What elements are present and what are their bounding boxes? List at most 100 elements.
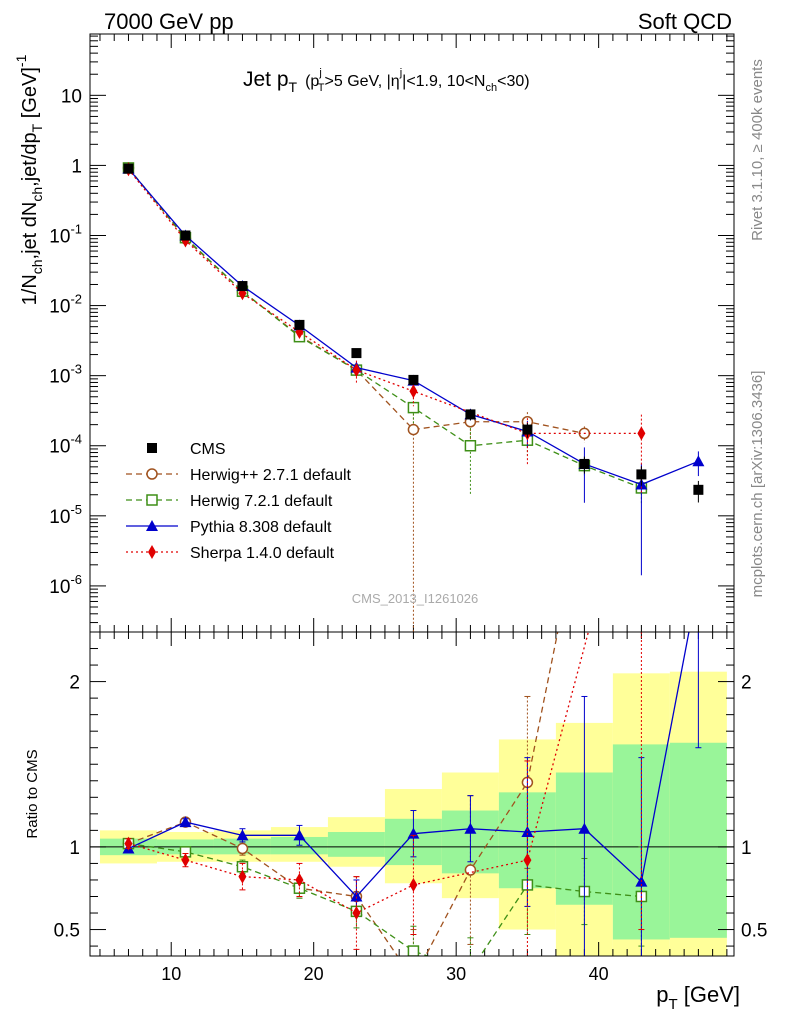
y-title-p3: ,jet/dp (19, 132, 41, 186)
main-marker (692, 455, 705, 467)
legend-marker (146, 520, 158, 531)
plot-title: Jet pT (pj T>5 GeV, |ηj|<1.9, 10<Nch<30) (243, 67, 530, 95)
y-title-s1: ch (29, 259, 45, 274)
data-marker (123, 163, 134, 174)
ratio-marker (523, 853, 532, 868)
series-main-line (127, 168, 642, 435)
y-tick-label-base: 10 (49, 367, 70, 388)
main-marker (637, 426, 646, 441)
series-main-line (127, 168, 699, 486)
legend-entry: Herwig 7.2.1 default (126, 493, 333, 510)
data-marker (294, 319, 305, 330)
y-title-p1: 1/N (19, 274, 41, 305)
ratio-band-green (327, 832, 385, 857)
ratio-marker (352, 906, 361, 921)
ratio-marker (124, 836, 133, 851)
energy-label: 7000 GeV pp (104, 9, 234, 34)
ratio-marker (238, 869, 247, 884)
ratio-marker (578, 822, 591, 834)
y-tick-label-exp: -4 (70, 432, 82, 447)
plot-title-cut-2-sup: j (399, 67, 402, 79)
ratio-y-tick-labels: 0.5 0.5 1 1 2 2 (54, 673, 768, 942)
x-tick-label: 30 (446, 964, 466, 984)
ratio-tick-label-right: 2 (741, 673, 752, 694)
data-marker (579, 458, 590, 469)
y-tick-label-base: 10 (49, 437, 70, 458)
legend-marker (146, 468, 158, 480)
ratio-marker (409, 877, 418, 892)
ratio-series-group (122, 632, 702, 956)
legend: CMS Herwig++ 2.7.1 default Herwig 7.2.1 de… (126, 441, 352, 562)
plot-title-main-sub: T (289, 79, 298, 95)
series-ratio (124, 632, 645, 956)
plot-title-cut-4: <30) (497, 73, 529, 90)
ratio-marker (464, 864, 477, 876)
ratio-marker (236, 842, 249, 855)
legend-label: Herwig++ 2.7.1 default (190, 467, 352, 484)
ratio-tick-label: 1 (69, 838, 80, 859)
ratio-axis-ticks (90, 632, 734, 956)
y-tick-label-exp: -1 (70, 221, 82, 236)
ratio-tick-label: 0.5 (54, 921, 80, 942)
series-main-line (127, 167, 585, 435)
legend-label: Pythia 8.308 default (190, 519, 332, 536)
legend-marker (147, 443, 157, 453)
rivet-label: Rivet 3.1.10, ≥ 400k events (749, 59, 766, 241)
legend-label: Sherpa 1.4.0 default (190, 545, 335, 562)
series-main (122, 162, 705, 576)
ratio-marker (521, 826, 534, 838)
ratio-frame (89, 631, 735, 957)
y-tick-label-base: 10 (49, 507, 70, 528)
mcplots-label: mcplots.cern.ch [arXiv:1306.3436] (749, 371, 766, 598)
ratio-marker (407, 827, 420, 839)
series-ratio-line (128, 842, 642, 956)
ratio-marker (293, 829, 306, 841)
main-marker (409, 384, 418, 399)
x-tick-label: 20 (304, 964, 324, 984)
y-tick-label-exp: -2 (70, 292, 82, 307)
series-main (122, 162, 591, 632)
data-marker (465, 409, 476, 420)
y-tick-label: 10-2 (49, 292, 82, 318)
y-tick-label-exp: -5 (70, 502, 82, 517)
series-main-line (127, 167, 642, 489)
ratio-tick-label-right: 1 (741, 838, 752, 859)
data-points (123, 163, 704, 503)
data-marker (693, 484, 704, 495)
main-marker (407, 423, 420, 436)
main-marker (407, 401, 420, 414)
data-marker (237, 281, 248, 292)
y-title-p2: ,jet dN (19, 202, 41, 260)
y-tick-label-base: 10 (49, 297, 70, 318)
ratio-tick-label: 2 (69, 673, 80, 694)
ratio-tick-label-right: 0.5 (741, 921, 767, 942)
legend-entry: Sherpa 1.4.0 default (126, 545, 335, 562)
legend-label: Herwig 7.2.1 default (190, 493, 333, 510)
y-tick-label-base: 10 (49, 226, 70, 247)
legend-marker (146, 494, 158, 506)
data-marker (351, 348, 362, 359)
data-marker (180, 230, 191, 241)
legend-label: CMS (190, 441, 226, 458)
ratio-marker (407, 945, 420, 956)
plot-title-cut-3: |<1.9, 10<N (402, 73, 485, 90)
x-axis-title: pT [GeV] (656, 982, 740, 1013)
legend-entry: Pythia 8.308 default (126, 519, 332, 536)
x-tick-labels: 10 20 30 40 (161, 964, 608, 984)
y-tick-label-base: 10 (49, 577, 70, 598)
analysis-id: CMS_2013_I1261026 (352, 591, 479, 606)
y-title-s2: ch (29, 187, 45, 202)
y-title-sup: -1 (13, 54, 29, 67)
plot-title-cut-1: (p (305, 73, 319, 90)
ratio-marker (181, 853, 190, 868)
plot-title-cut-1-sup: j (318, 67, 321, 79)
category-label: Soft QCD (638, 9, 732, 34)
y-title-s3: T (29, 123, 45, 132)
ratio-panel: 0.5 0.5 1 1 2 2 (54, 631, 768, 957)
y-tick-label-exp: -3 (70, 362, 82, 377)
data-marker (522, 424, 533, 435)
x-title-sub: T (668, 996, 677, 1013)
legend-marker (148, 545, 156, 559)
